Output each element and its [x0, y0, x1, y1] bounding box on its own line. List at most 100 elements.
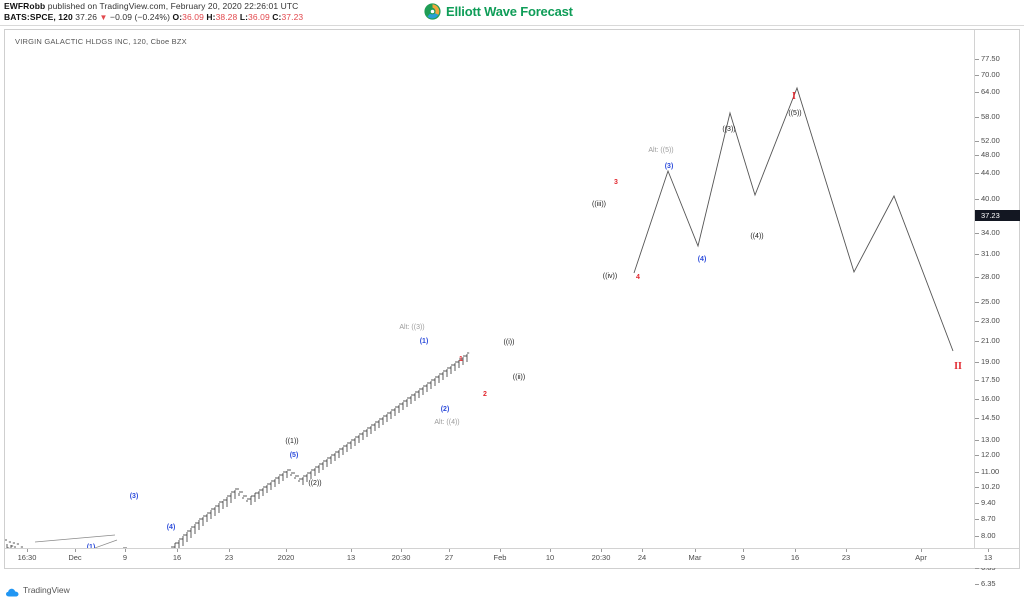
chart-plot-area[interactable]: (1)(2)(3)(4)(5)((1))((2))Alt: ((3))(1)(2…	[5, 30, 974, 548]
brand-name: Elliott Wave Forecast	[446, 4, 573, 19]
price-tick-label: 17.50	[981, 375, 1000, 384]
price-tick: 70.00	[975, 70, 1000, 79]
time-tick-label: Apr	[915, 553, 927, 562]
time-axis[interactable]: 16:30 Dec 9 16 23 2020 13 20:30 27 Feb 10 20:30 24 Ma…	[5, 548, 1019, 568]
close-value: 37.23	[281, 12, 304, 22]
down-arrow-icon: ▼	[99, 13, 108, 22]
price-tick: 48.00	[975, 150, 1000, 159]
wave-label: (1)	[419, 338, 429, 345]
price-axis[interactable]: 77.50 70.00 64.00 58.00 52.00 48.00 44.00 40.00…	[974, 30, 1020, 588]
price-series-svg	[5, 86, 954, 548]
price-tick-label: 14.50	[981, 413, 1000, 422]
price-tick-label: 6.35	[981, 579, 996, 588]
price-tick-label: 52.00	[981, 136, 1000, 145]
wave-label: Alt: ((5))	[648, 147, 674, 154]
price-tick-label: 21.00	[981, 336, 1000, 345]
chart-frame: VIRGIN GALACTIC HLDGS INC, 120, Cboe BZX…	[4, 29, 1020, 588]
wave-label: ((ii))	[512, 374, 526, 381]
wave-label: ((2))	[308, 480, 322, 487]
symbol-legend: VIRGIN GALACTIC HLDGS INC, 120, Cboe BZX	[15, 37, 187, 46]
wave-label: 4	[636, 274, 640, 281]
time-tick-mark	[75, 549, 76, 552]
quote-line: BATS:SPCE, 120 37.26 ▼ −0.09 (−0.24%) O:…	[4, 12, 303, 22]
time-tick-mark	[642, 549, 643, 552]
time-tick-label: 9	[122, 553, 128, 562]
wave-label: (4)	[697, 256, 707, 263]
open-key: O:	[172, 12, 183, 22]
wave-label: II	[954, 361, 962, 372]
time-tick-label: 13	[983, 553, 993, 562]
time-tick-mark	[229, 549, 230, 552]
tradingview-cloud-icon	[6, 585, 19, 597]
open-value: 36.09	[182, 12, 204, 22]
price-tick: 23.00	[975, 316, 1000, 325]
price-tick-label: 28.00	[981, 272, 1000, 281]
price-tick-label: 31.00	[981, 249, 1000, 258]
price-tick-label: 70.00	[981, 70, 1000, 79]
price-tick-label: 9.40	[981, 498, 996, 507]
price-tick: 64.00	[975, 87, 1000, 96]
header-divider	[0, 25, 1024, 26]
price-tick: 8.70	[975, 514, 996, 523]
publication-line: EWFRobb published on TradingView.com, Fe…	[4, 1, 298, 11]
wave-label: (4)	[166, 524, 176, 531]
price-tick: 17.50	[975, 375, 1000, 384]
price-tick-label: 77.50	[981, 54, 1000, 63]
time-tick-label: 20:30	[391, 553, 411, 562]
wedge-lower	[93, 539, 118, 548]
price-tick: 19.00	[975, 357, 1000, 366]
top-bar: EWFRobb published on TradingView.com, Fe…	[0, 0, 1024, 26]
tradingview-label: TradingView	[23, 585, 70, 595]
ohlc-bar-group	[5, 352, 470, 548]
price-tick-label: 58.00	[981, 112, 1000, 121]
time-tick-mark	[846, 549, 847, 552]
price-tick-label: 25.00	[981, 297, 1000, 306]
time-tick-mark	[695, 549, 696, 552]
time-tick-mark	[550, 549, 551, 552]
time-tick-mark	[988, 549, 989, 552]
price-tick-label: 48.00	[981, 150, 1000, 159]
price-tick: 25.00	[975, 297, 1000, 306]
low-key: L:	[239, 12, 249, 22]
wave-label: (3)	[129, 493, 139, 500]
brand-logo-group: Elliott Wave Forecast	[424, 3, 573, 20]
wave-label: I	[792, 91, 796, 102]
wave-label: ((1))	[285, 438, 299, 445]
wave-label: 2	[483, 391, 487, 398]
price-tick: 40.00	[975, 194, 1000, 203]
price-tick-label: 13.00	[981, 435, 1000, 444]
current-price-badge: 37.23	[975, 210, 1020, 221]
price-tick: 9.40	[975, 498, 996, 507]
wave-label: Alt: ((4))	[434, 419, 460, 426]
symbol-ticker: BATS:SPCE, 120	[4, 12, 73, 22]
time-tick-mark	[177, 549, 178, 552]
high-value: 38.28	[215, 12, 238, 22]
wave-label: ((5))	[788, 110, 802, 117]
time-tick-label: 16	[172, 553, 182, 562]
price-tick: 44.00	[975, 168, 1000, 177]
wave-label: 3	[614, 179, 618, 186]
time-tick-mark	[286, 549, 287, 552]
price-tick: 21.00	[975, 336, 1000, 345]
time-tick-label: 2020	[277, 553, 295, 562]
wave-label: (1)	[86, 544, 96, 548]
wave-label: ((i))	[503, 339, 515, 346]
time-tick-label: 23	[224, 553, 234, 562]
wave-label: ((iii))	[592, 201, 606, 208]
time-tick-label: 10	[545, 553, 555, 562]
publication-text: published on TradingView.com, February 2…	[45, 1, 299, 11]
wave-label: (5)	[289, 452, 299, 459]
time-tick-label: 16	[790, 553, 800, 562]
wave-label: Alt: ((3))	[399, 324, 425, 331]
high-key: H:	[206, 12, 216, 22]
time-tick-label: Feb	[493, 553, 507, 562]
price-tick-label: 11.00	[981, 467, 1000, 476]
projected-wave-path	[633, 86, 954, 352]
price-tick: 52.00	[975, 136, 1000, 145]
time-tick-label: 24	[637, 553, 647, 562]
price-tick-label: 16.00	[981, 394, 1000, 403]
time-tick-mark	[500, 549, 501, 552]
price-tick-label: 19.00	[981, 357, 1000, 366]
elliott-wave-swirl-icon	[424, 3, 441, 20]
time-tick-mark	[795, 549, 796, 552]
